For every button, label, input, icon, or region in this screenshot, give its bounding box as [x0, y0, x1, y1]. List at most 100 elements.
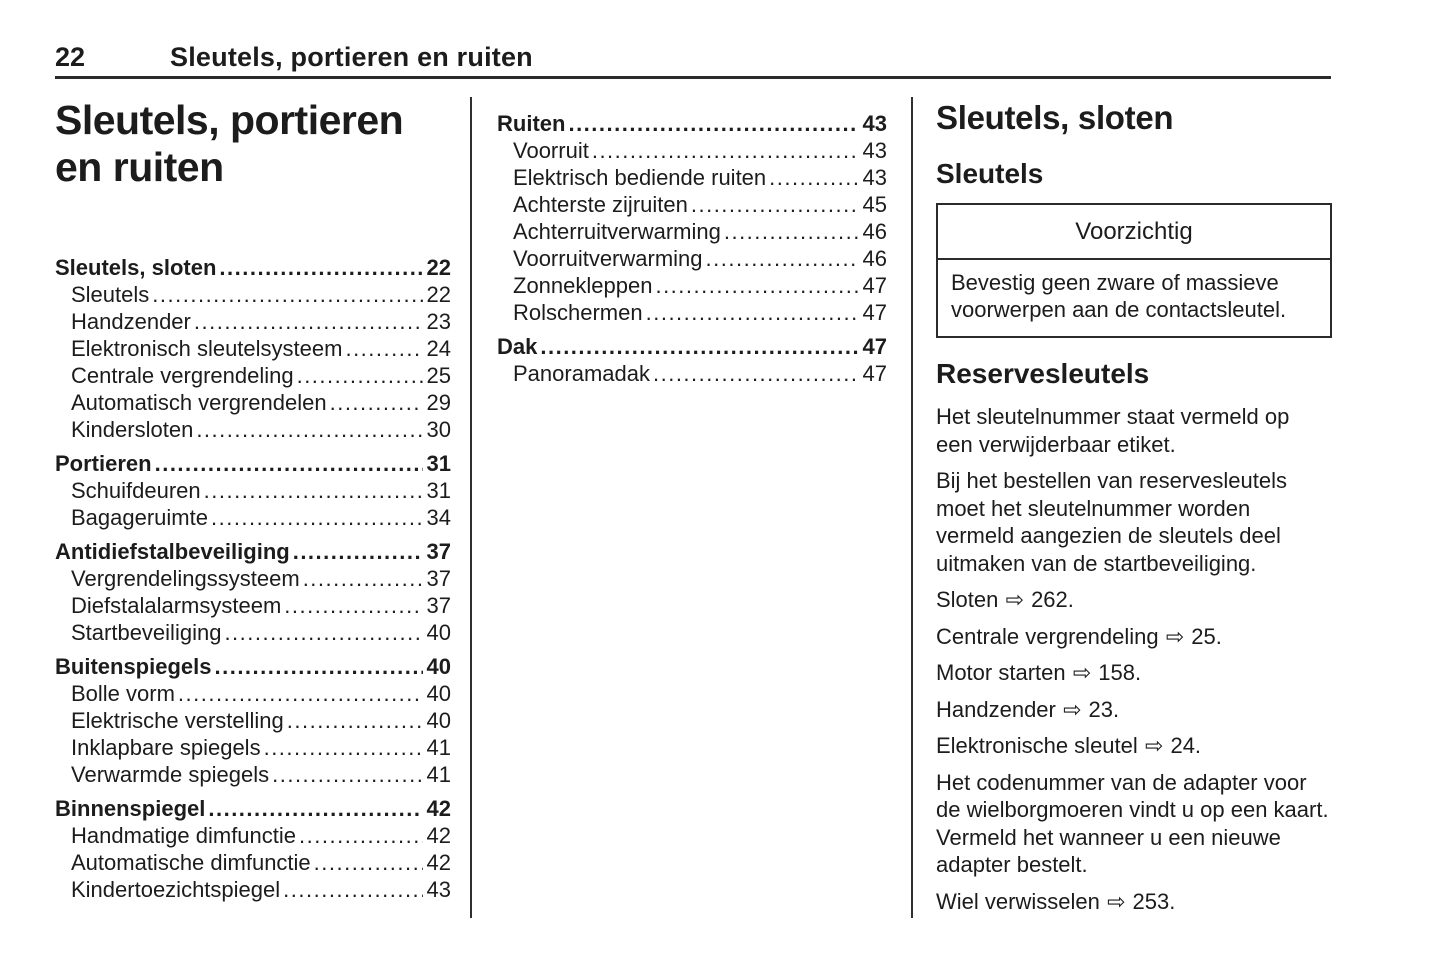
chapter-title-line-1: Sleutels, portieren — [55, 97, 404, 143]
toc-entry-page: 47 — [862, 361, 887, 386]
toc-entry-label: Kindertoezichtspiegel — [71, 877, 281, 902]
toc-entry-page: 47 — [862, 300, 887, 325]
toc-column-2: Ruiten43Voorruit43Elektrisch bediende ru… — [497, 97, 887, 387]
reference-line: Sloten ⇨ 262. — [936, 586, 1332, 614]
toc-entry-label: Panoramadak — [513, 361, 650, 386]
toc-column-1: Sleutels, portieren en ruiten Sleutels, … — [55, 97, 451, 903]
page-header: 22 Sleutels, portieren en ruiten — [0, 42, 1445, 78]
toc-leader-dots — [196, 416, 422, 443]
toc-entry-page: 46 — [862, 219, 887, 244]
toc-entry-label: Zonnekleppen — [513, 273, 653, 298]
toc-entry: Bolle vorm 40 — [55, 680, 451, 707]
reference-arrow-icon: ⇨ — [1100, 888, 1132, 914]
toc-entry-label: Ruiten — [497, 111, 566, 136]
toc-entry-label: Voorruit — [513, 138, 589, 163]
toc-entry: Automatische dimfunctie 42 — [55, 849, 451, 876]
toc-entry: Handmatige dimfunctie 42 — [55, 822, 451, 849]
paragraph: Het codenummer van de adapter voor de wi… — [936, 769, 1329, 878]
toc-entry-label: Inklapbare spiegels — [71, 735, 261, 760]
toc-entry-page: 42 — [426, 796, 451, 821]
toc-entry: Centrale vergrendeling 25 — [55, 362, 451, 389]
toc-entry-label: Handzender — [71, 309, 191, 334]
toc-entry-label: Sleutels — [71, 282, 150, 307]
toc-list-2: Ruiten43Voorruit43Elektrisch bediende ru… — [497, 110, 887, 387]
reference-line: Wiel verwisselen ⇨ 253. — [936, 888, 1332, 916]
toc-entry: Elektrisch bediende ruiten 43 — [497, 164, 887, 191]
toc-leader-dots — [540, 333, 858, 360]
toc-entry: Elektrische verstelling 40 — [55, 707, 451, 734]
toc-leader-dots — [283, 876, 422, 903]
toc-entry-page: 22 — [426, 282, 451, 307]
caution-box-title: Voorzichtig — [938, 205, 1330, 260]
toc-entry: Kindertoezichtspiegel 43 — [55, 876, 451, 903]
subsection-heading-reservesleutels: Reservesleutels — [936, 358, 1150, 389]
reference-label: Sloten — [936, 587, 999, 612]
paragraph: Bij het bestellen van reservesleutels mo… — [936, 468, 1287, 576]
reference-line: Motor starten ⇨ 158. — [936, 659, 1332, 687]
toc-entry-page: 34 — [426, 505, 451, 530]
toc-entry-page: 41 — [426, 762, 451, 787]
column-divider-right — [911, 97, 913, 918]
toc-entry-label: Kindersloten — [71, 417, 194, 442]
toc-leader-dots — [299, 822, 423, 849]
toc-leader-dots — [264, 734, 423, 761]
toc-entry: Elektronisch sleutelsysteem 24 — [55, 335, 451, 362]
toc-entry-page: 29 — [426, 390, 451, 415]
reference-page: 262. — [1031, 587, 1074, 612]
toc-entry-page: 31 — [426, 478, 451, 503]
toc-entry-label: Vergrendelingssysteem — [71, 566, 300, 591]
toc-leader-dots — [568, 110, 858, 137]
toc-entry-page: 23 — [426, 309, 451, 334]
toc-leader-dots — [204, 477, 423, 504]
toc-entry: Buitenspiegels 40 — [55, 653, 451, 680]
toc-leader-dots — [293, 538, 423, 565]
reference-label: Elektronische sleutel — [936, 733, 1138, 758]
toc-entry-page: 42 — [426, 823, 451, 848]
toc-leader-dots — [152, 281, 422, 308]
toc-leader-dots — [272, 761, 422, 788]
toc-entry: Binnenspiegel 42 — [55, 795, 451, 822]
toc-entry-page: 30 — [426, 417, 451, 442]
toc-leader-dots — [214, 653, 422, 680]
toc-entry-label: Binnenspiegel — [55, 796, 206, 821]
reference-label: Handzender — [936, 696, 1056, 722]
toc-entry-page: 37 — [426, 566, 451, 591]
toc-entry-label: Dak — [497, 334, 538, 359]
toc-entry-page: 25 — [426, 363, 451, 388]
reference-arrow-icon: ⇨ — [1159, 623, 1191, 649]
toc-entry-label: Bolle vorm — [71, 681, 175, 706]
reference-page: 24. — [1170, 733, 1202, 758]
reference-label: Wiel verwisselen — [936, 888, 1100, 914]
toc-entry-page: 40 — [426, 654, 451, 679]
chapter-title: Sleutels, portieren en ruiten — [55, 97, 451, 191]
toc-list-1: Sleutels, sloten 22 Sleutels 22 Handzender 23… — [55, 254, 451, 903]
toc-entry-label: Rolschermen — [513, 300, 643, 325]
section-heading: Sleutels, sloten — [936, 99, 1174, 136]
reference-page: 25. — [1191, 623, 1222, 649]
toc-leader-dots — [155, 450, 423, 477]
toc-entry-page: 24 — [426, 336, 451, 361]
page-number: 22 — [55, 42, 86, 72]
toc-leader-dots — [314, 849, 423, 876]
toc-leader-dots — [724, 218, 859, 245]
toc-entry-label: Achterste zijruiten — [513, 192, 688, 217]
toc-entry: Dak 47 — [497, 333, 887, 360]
toc-entry-page: 43 — [862, 111, 887, 136]
toc-entry: Portieren 31 — [55, 450, 451, 477]
toc-leader-dots — [194, 308, 423, 335]
toc-entry-page: 42 — [426, 850, 451, 875]
header-rule — [55, 76, 1331, 79]
toc-entry-page: 43 — [426, 877, 451, 902]
toc-entry-label: Automatisch vergrendelen — [71, 390, 327, 415]
toc-entry-label: Antidiefstalbeveiliging — [55, 539, 290, 564]
toc-entry: Rolschermen 47 — [497, 299, 887, 326]
reference-line: Centrale vergrendeling ⇨ 25. — [936, 623, 1332, 651]
toc-entry-label: Diefstalalarmsysteem — [71, 593, 282, 618]
column-divider-left — [470, 97, 472, 918]
toc-entry: Verwarmde spiegels 41 — [55, 761, 451, 788]
reference-page: 158. — [1098, 660, 1142, 685]
toc-entry: Kindersloten 30 — [55, 416, 451, 443]
toc-entry: Inklapbare spiegels 41 — [55, 734, 451, 761]
toc-entry: Diefstalalarmsysteem 37 — [55, 592, 451, 619]
